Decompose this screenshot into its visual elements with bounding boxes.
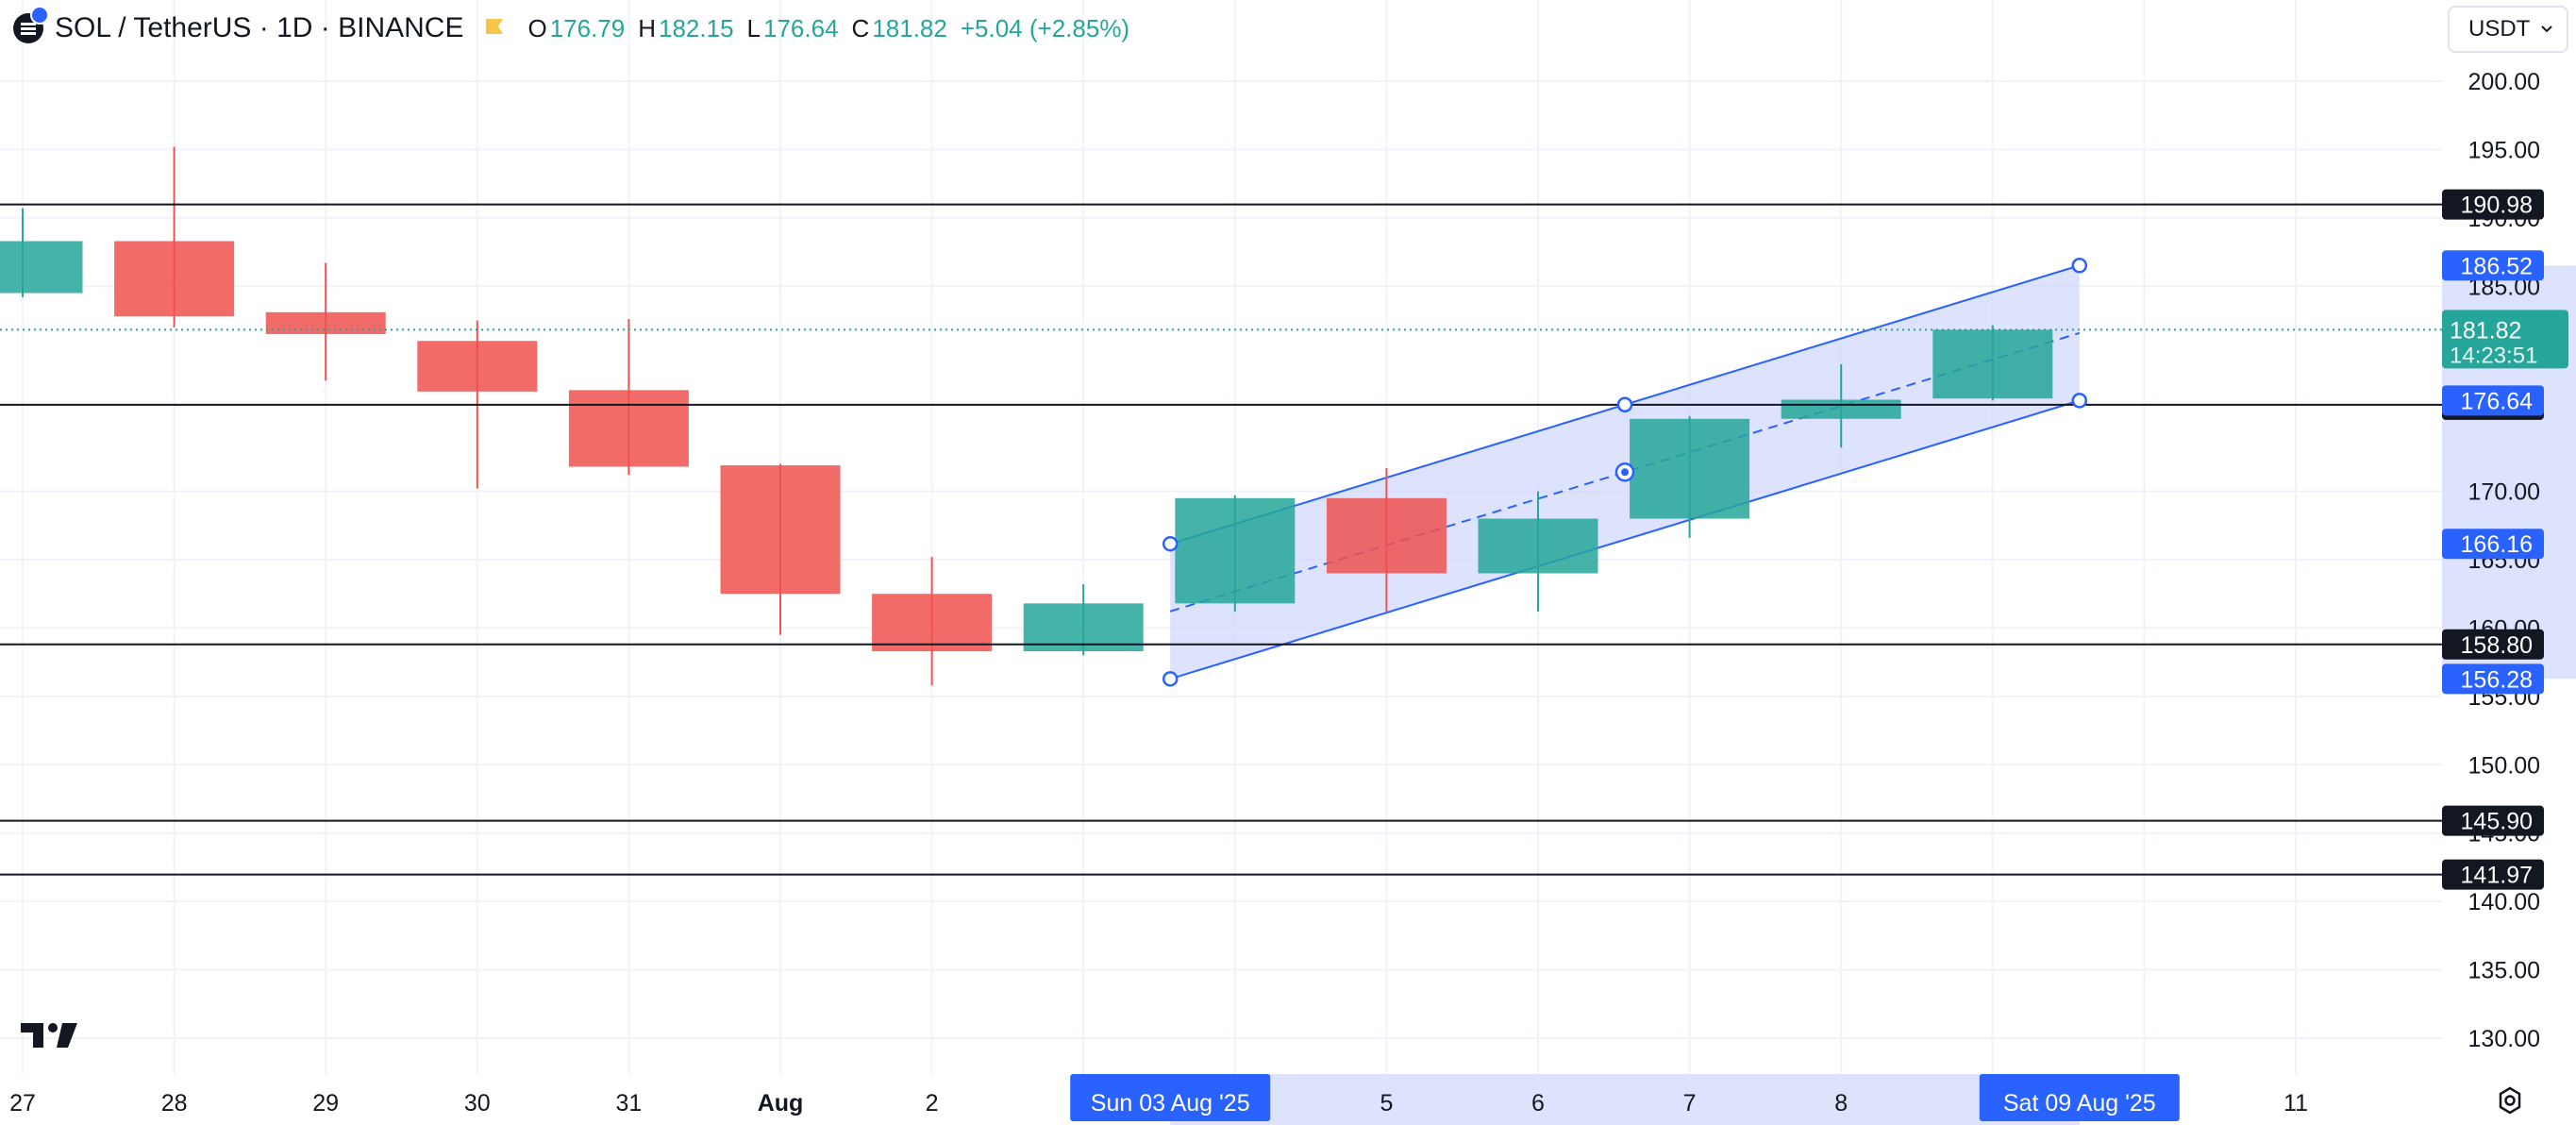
level-price-label-bg — [2442, 805, 2544, 836]
channel-date-label-bg — [1979, 1074, 2180, 1121]
time-tick-label: 2 — [926, 1090, 939, 1117]
channel-price-label: 156.28 — [2461, 666, 2533, 693]
chevron-down-icon — [2541, 25, 2552, 33]
price-tick-label: 130.00 — [2468, 1026, 2540, 1052]
channel-price-label-bg — [2442, 250, 2544, 281]
level-price-label: 141.97 — [2461, 863, 2533, 889]
price-tick-label: 195.00 — [2468, 137, 2540, 163]
channel-date-label: Sat 09 Aug '25 — [2003, 1090, 2156, 1117]
candle[interactable] — [0, 208, 83, 297]
time-tick-label: 6 — [1531, 1090, 1545, 1117]
tradingview-logo-icon[interactable] — [21, 1019, 81, 1049]
channel-price-label-bg — [2442, 663, 2544, 695]
time-tick-label: 30 — [464, 1090, 491, 1117]
candle-body[interactable] — [0, 241, 83, 294]
currency-unit-label: USDT — [2468, 16, 2531, 42]
candle[interactable] — [1023, 584, 1144, 656]
change-value: +5.04 (+2.85%) — [960, 13, 1130, 42]
solana-logo-icon — [13, 6, 49, 43]
channel-handle[interactable] — [1162, 671, 1179, 687]
channel-handles[interactable] — [1162, 258, 2088, 687]
candle-body[interactable] — [1932, 329, 2053, 399]
time-tick-label: 5 — [1380, 1090, 1393, 1117]
current-price-label: 181.82 — [2450, 317, 2521, 344]
close-value: C 181.82 — [851, 13, 947, 42]
candle-body[interactable] — [1023, 603, 1144, 652]
candle[interactable] — [1630, 415, 1750, 538]
symbol-title[interactable]: SOL / TetherUS · 1D · BINANCE — [55, 12, 464, 43]
channel-price-label-bg — [2442, 385, 2544, 416]
time-tick-label: 31 — [615, 1090, 642, 1117]
high-value: H 182.15 — [638, 13, 734, 42]
chart-grid — [0, 0, 2442, 1074]
candle[interactable] — [1478, 491, 1598, 613]
channel-price-label: 186.52 — [2461, 253, 2533, 279]
candle[interactable] — [1175, 495, 1296, 613]
candle-body[interactable] — [1175, 497, 1296, 604]
channel-handle[interactable] — [1162, 535, 1179, 552]
candle[interactable] — [1326, 467, 1447, 613]
candle-body[interactable] — [1326, 497, 1447, 574]
level-price-label-bg — [2442, 629, 2544, 660]
price-tick-label: 200.00 — [2468, 69, 2540, 95]
candle-body[interactable] — [1781, 399, 1901, 419]
channel-lower-line[interactable] — [1169, 399, 2081, 680]
candle[interactable] — [1932, 325, 2053, 401]
level-price-label-bg — [2442, 189, 2544, 220]
price-tick-label: 140.00 — [2468, 889, 2540, 915]
price-tick-label: 150.00 — [2468, 752, 2540, 779]
open-value: O 176.79 — [527, 13, 626, 42]
horizontal-levels[interactable] — [0, 203, 2442, 876]
candle-body[interactable] — [417, 341, 538, 392]
level-price-label: 190.98 — [2461, 193, 2533, 219]
gear-icon[interactable] — [2495, 1085, 2525, 1116]
channel-center-dot — [1621, 468, 1629, 477]
channel-handle[interactable] — [2071, 393, 2088, 409]
candle[interactable] — [265, 262, 386, 381]
candle-body[interactable] — [720, 465, 841, 595]
time-tick-label: 27 — [9, 1090, 36, 1117]
price-axis[interactable]: 200.00195.00190.00185.00170.00165.00160.… — [2442, 0, 2576, 1074]
price-tick-label: 170.00 — [2468, 479, 2540, 506]
channel-date-label: Sun 03 Aug '25 — [1091, 1090, 1250, 1117]
time-tick-label: 7 — [1683, 1090, 1697, 1117]
channel-handle[interactable] — [2071, 258, 2088, 274]
candle[interactable] — [114, 146, 235, 327]
current-price-tag — [2442, 310, 2568, 369]
time-tick-label: 28 — [161, 1090, 188, 1117]
candle-body[interactable] — [1630, 418, 1750, 519]
time-range-highlight — [1170, 1074, 2080, 1125]
level-price-label: 158.80 — [2461, 632, 2533, 659]
candle-body[interactable] — [114, 241, 235, 317]
level-price-label-bg — [2442, 859, 2544, 890]
time-tick-label: Aug — [758, 1090, 804, 1117]
channel-median-line[interactable] — [1169, 331, 2081, 613]
time-axis[interactable]: 2728293031Aug2456781011Sun 03 Aug '25Sat… — [0, 1074, 2442, 1125]
price-tick-label: 135.00 — [2468, 958, 2540, 984]
candle-body[interactable] — [568, 390, 689, 467]
time-tick-label: 11 — [2283, 1090, 2308, 1117]
level-price-label: 145.90 — [2461, 809, 2533, 835]
channel-price-label: 166.16 — [2461, 531, 2533, 558]
candle[interactable] — [872, 557, 993, 686]
currency-unit-button[interactable]: USDT — [2448, 6, 2568, 53]
channel-price-label: 176.64 — [2461, 388, 2534, 414]
flag-icon[interactable] — [484, 17, 505, 40]
time-tick-label: 8 — [1834, 1090, 1848, 1117]
candle-body[interactable] — [1478, 518, 1598, 574]
channel-price-label-bg — [2442, 529, 2544, 560]
channel-handle[interactable] — [1616, 396, 1633, 412]
low-value: L 176.64 — [746, 13, 839, 42]
candles[interactable] — [0, 146, 2053, 686]
channel-date-label-bg — [1070, 1074, 1271, 1121]
bar-countdown-label: 14:23:51 — [2450, 343, 2537, 368]
candle[interactable] — [720, 463, 841, 635]
time-tick-label: 29 — [312, 1090, 339, 1117]
candle-body[interactable] — [265, 311, 386, 334]
candle[interactable] — [568, 319, 689, 476]
candle-body[interactable] — [872, 594, 993, 652]
